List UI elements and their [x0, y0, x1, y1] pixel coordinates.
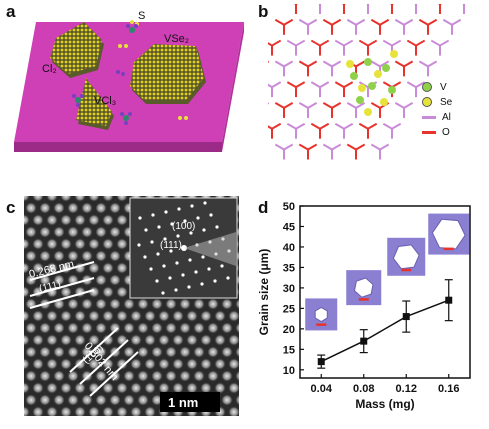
panel-d-letter: d: [258, 198, 269, 217]
vcl3-molecule-icon: [126, 24, 138, 33]
grain-inset: [346, 270, 382, 306]
sphere-icon: [422, 82, 432, 92]
y-tick-label: 40: [283, 242, 295, 254]
panel-a-illustration: S VSe₂ Cl₂ VCl₃: [14, 10, 244, 152]
inset-scalebar: [358, 298, 369, 301]
fft-inset: (100) (111): [129, 197, 238, 299]
scalebar-label: 1 nm: [168, 395, 198, 410]
substrate-front: [14, 142, 222, 152]
y-tick-label: 25: [283, 303, 295, 315]
x-axis-label: Mass (mg): [355, 397, 414, 411]
series: [317, 279, 453, 369]
sphere-icon: [422, 97, 432, 107]
inset-label-111: (111): [160, 240, 182, 251]
x-axis: 0.04 0.08 0.12 0.16: [311, 374, 459, 395]
legend-label: O: [442, 126, 450, 138]
data-point: [317, 358, 325, 366]
alumina-lattice: [268, 4, 466, 160]
label-vse2: VSe₂: [164, 33, 189, 45]
inset-scalebar: [443, 247, 454, 251]
x-tick-label: 0.12: [396, 383, 417, 395]
panel-b-letter: b: [258, 2, 269, 21]
y-tick-label: 10: [283, 365, 295, 377]
grain-insets: [305, 213, 470, 331]
flake-vse2: [130, 44, 206, 104]
scalebar-box: [160, 392, 220, 412]
flake-vcl3: [76, 78, 114, 130]
inset-scalebar: [316, 323, 327, 326]
legend-label: Al: [442, 111, 451, 123]
flake-top-left: [50, 22, 104, 78]
y-axis: 10 15 20 25 30 35 40 45 50: [283, 201, 304, 377]
x-tick-label: 0.16: [438, 383, 459, 395]
substrate-top: [14, 22, 244, 142]
legend-label: Se: [440, 96, 453, 108]
s-molecule-icon: [178, 116, 188, 120]
data-point: [445, 296, 453, 304]
x-tick-label: 0.04: [311, 383, 333, 395]
tem-image: (100) (111) 0.268 nm (111) 0.302 nm (100…: [24, 196, 239, 416]
vse2-cluster: [346, 50, 398, 116]
data-point: [402, 313, 410, 321]
s-molecule-icon: [118, 44, 128, 48]
grain-inset: [305, 298, 338, 331]
y-tick-label: 15: [283, 344, 295, 356]
grain-size-chart: 10 15 20 25 30 35 40 45 50 0.04 0.08 0.12 0.16 Grai…: [257, 201, 471, 411]
bond-icon: [422, 115, 436, 119]
substrate-side: [222, 22, 244, 152]
panel-b-lattice: [268, 4, 466, 160]
cl2-molecule-icon: [116, 70, 125, 76]
inset-scalebar: [401, 268, 412, 272]
vcl3-molecule-icon: [72, 94, 84, 107]
data-point: [360, 337, 368, 345]
panel-b-legend: V Se Al O: [422, 80, 482, 140]
vcl3-molecule-icon: [120, 112, 132, 125]
label-vcl3: VCl₃: [94, 95, 116, 107]
bond-icon: [422, 130, 436, 134]
y-tick-label: 30: [283, 283, 295, 295]
y-tick-label: 35: [283, 262, 295, 274]
label-s: S: [138, 10, 145, 22]
x-tick-label: 0.08: [353, 383, 374, 395]
legend-label: V: [440, 81, 447, 93]
annotation-111: (111): [38, 279, 62, 295]
legend-item-o: O: [422, 125, 482, 139]
inset-label-100: (100): [172, 221, 195, 232]
grain-inset: [428, 213, 470, 255]
y-axis-label: Grain size (μm): [257, 249, 271, 336]
grain-inset: [387, 237, 426, 276]
chart-frame: [299, 205, 471, 379]
legend-item-se: Se: [422, 95, 482, 109]
legend-item-v: V: [422, 80, 482, 94]
y-tick-label: 45: [283, 221, 295, 233]
panel-a-letter: a: [6, 2, 16, 21]
legend-item-al: Al: [422, 110, 482, 124]
y-tick-label: 50: [283, 201, 295, 213]
y-tick-label: 20: [283, 324, 295, 336]
label-cl2: Cl₂: [42, 63, 57, 75]
series-line: [320, 299, 450, 363]
panel-c-letter: c: [6, 198, 16, 217]
